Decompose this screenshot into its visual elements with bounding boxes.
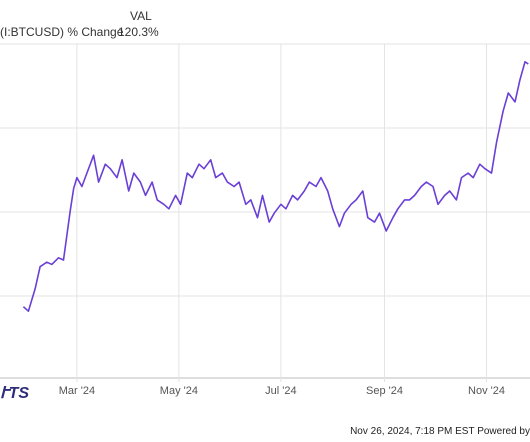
x-tick-label: Nov '24 [468, 385, 505, 397]
legend: VAL (I:BTCUSD) % Change 120.3% [0, 0, 200, 44]
legend-value-header: VAL [130, 9, 152, 23]
series-line [22, 61, 529, 312]
x-tick-label: Mar '24 [59, 385, 95, 397]
logo: ՒTS [0, 385, 30, 402]
grid [0, 43, 530, 382]
x-axis-ticks: Mar '24 May '24 Jul '24 Sep '24 Nov '24 [59, 385, 505, 397]
x-tick-label: Sep '24 [366, 385, 403, 397]
legend-series-value: 120.3% [118, 25, 159, 39]
x-tick-label: Jul '24 [265, 385, 296, 397]
footer-timestamp: Nov 26, 2024, 7:18 PM EST Powered by [350, 426, 530, 437]
legend-series-name[interactable]: (I:BTCUSD) % Change [0, 25, 124, 39]
x-tick-label: May '24 [160, 385, 198, 397]
